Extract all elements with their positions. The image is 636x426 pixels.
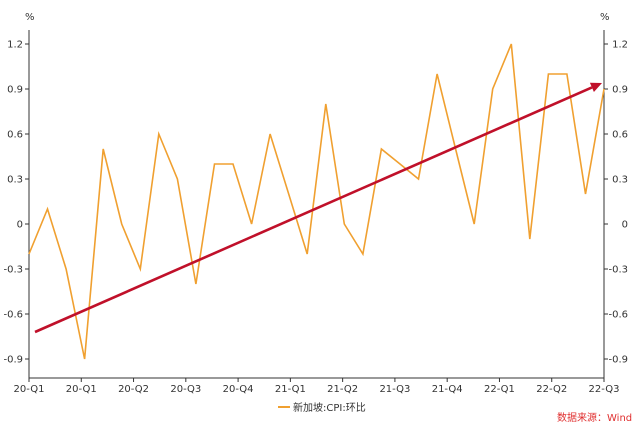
left-tick-label: 0.3 xyxy=(7,175,23,186)
x-tick-label: 20-Q2 xyxy=(118,384,149,395)
left-tick-label: -0.6 xyxy=(3,310,23,321)
right-tick-label: 0.6 xyxy=(612,130,628,141)
left-tick-label: 0 xyxy=(17,220,23,231)
left-tick-label: 0.6 xyxy=(7,130,23,141)
right-tick-label: 0.3 xyxy=(612,175,628,186)
left-tick-label: -0.3 xyxy=(3,265,23,276)
left-tick-label: -0.9 xyxy=(3,355,23,366)
right-tick-label: -0.3 xyxy=(608,265,628,276)
right-tick-label: 0 xyxy=(622,220,628,231)
legend: 新加坡:CPI:环比 xyxy=(278,401,366,414)
trend-arrow-head xyxy=(589,82,602,92)
x-tick-label: 20-Q3 xyxy=(170,384,201,395)
legend-label: 新加坡:CPI:环比 xyxy=(293,401,366,414)
x-axis: 20-Q1 20-Q1 20-Q2 20-Q3 20-Q4 21-Q1 21-Q2 21-Q3… xyxy=(14,377,620,395)
right-tick-label: 1.2 xyxy=(612,40,628,51)
left-y-axis: 1.2 0.9 0.6 0.3 0 -0.3 -0.6 -0.9 xyxy=(3,30,30,378)
right-tick-label: 0.9 xyxy=(612,85,628,96)
x-tick-label: 21-Q3 xyxy=(379,384,410,395)
x-tick-label: 21-Q1 xyxy=(275,384,306,395)
trend-arrow-shaft xyxy=(34,86,593,334)
right-unit-label: % xyxy=(600,12,610,23)
x-tick-label: 22-Q2 xyxy=(536,384,567,395)
trend-arrow-layer xyxy=(34,82,602,334)
x-tick-label: 20-Q1 xyxy=(14,384,45,395)
x-tick-label: 22-Q1 xyxy=(484,384,515,395)
right-y-axis: 1.2 0.9 0.6 0.3 0 -0.3 -0.6 -0.9 xyxy=(603,30,628,378)
x-tick-label: 21-Q4 xyxy=(432,384,463,395)
x-tick-label: 20-Q1 xyxy=(66,384,97,395)
x-tick-label: 21-Q2 xyxy=(327,384,358,395)
x-tick-label: 22-Q3 xyxy=(589,384,620,395)
right-tick-label: -0.9 xyxy=(608,355,628,366)
left-tick-label: 0.9 xyxy=(7,85,23,96)
right-tick-label: -0.6 xyxy=(608,310,628,321)
cpi-series-line xyxy=(28,43,605,360)
series-layer xyxy=(28,43,605,360)
x-tick-label: 20-Q4 xyxy=(223,384,254,395)
left-unit-label: % xyxy=(25,12,35,23)
source-note: 数据来源：Wind xyxy=(557,411,632,424)
left-tick-label: 1.2 xyxy=(7,40,23,51)
